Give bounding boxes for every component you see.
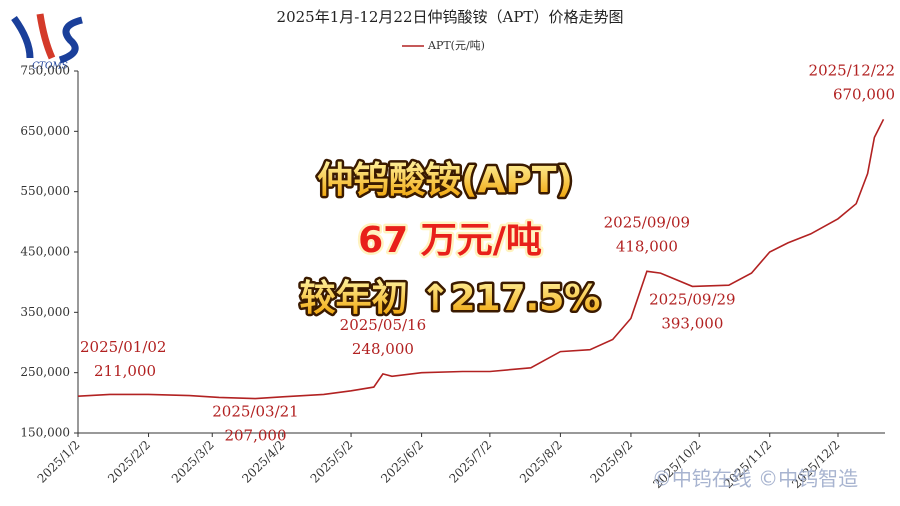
y-tick-label: 450,000 xyxy=(20,245,70,259)
annotation-date: 2025/05/16 xyxy=(340,316,426,334)
annotation-date: 2025/09/09 xyxy=(604,213,690,231)
annotation-value: 207,000 xyxy=(224,427,286,445)
overlay-price: 67 万元/吨 xyxy=(358,220,542,261)
annotation-date: 2025/01/02 xyxy=(80,338,166,356)
legend-label: APT(元/吨) xyxy=(427,39,485,52)
annotation-value: 248,000 xyxy=(352,340,414,358)
logo: CTOMS xyxy=(11,13,83,72)
y-tick-label: 550,000 xyxy=(20,184,70,198)
x-tick-label: 2025/6/2 xyxy=(378,438,426,486)
annotation-date: 2025/03/21 xyxy=(212,403,298,421)
y-tick-label: 250,000 xyxy=(20,365,70,379)
x-tick-label: 2025/8/2 xyxy=(517,438,565,486)
brand: CTOMS xyxy=(32,62,68,72)
x-tick-label: 2025/3/2 xyxy=(169,438,217,486)
y-tick-label: 650,000 xyxy=(20,124,70,138)
y-tick-label: 750,000 xyxy=(20,64,70,78)
annotation-date: 2025/12/22 xyxy=(809,61,895,79)
x-tick-label: 2025/9/2 xyxy=(588,438,636,486)
annotation-date: 2025/09/29 xyxy=(649,290,735,308)
x-tick-label: 2025/7/2 xyxy=(446,438,494,486)
annotation-value: 418,000 xyxy=(616,237,678,255)
annotation-value: 211,000 xyxy=(94,362,156,380)
x-tick-label: 2025/2/2 xyxy=(105,438,153,486)
overlay-title: 仲钨酸铵(APT) xyxy=(317,160,573,201)
x-tick-label: 2025/5/2 xyxy=(308,438,356,486)
annotation-value: 393,000 xyxy=(661,314,723,332)
y-tick-label: 350,000 xyxy=(20,305,70,319)
y-tick-label: 150,000 xyxy=(20,426,70,440)
watermark: ©中钨在线 ©中钨智造 xyxy=(652,467,858,491)
x-tick-label: 2025/1/2 xyxy=(35,438,83,486)
price-line xyxy=(77,118,885,400)
annotation-value: 670,000 xyxy=(833,85,895,103)
chart-title: 2025年1月-12月22日仲钨酸铵（APT）价格走势图 xyxy=(277,8,624,26)
x-tick-label: 2025/4/2 xyxy=(239,438,287,486)
overlay-change: 较年初 ↑217.5% xyxy=(300,278,601,319)
